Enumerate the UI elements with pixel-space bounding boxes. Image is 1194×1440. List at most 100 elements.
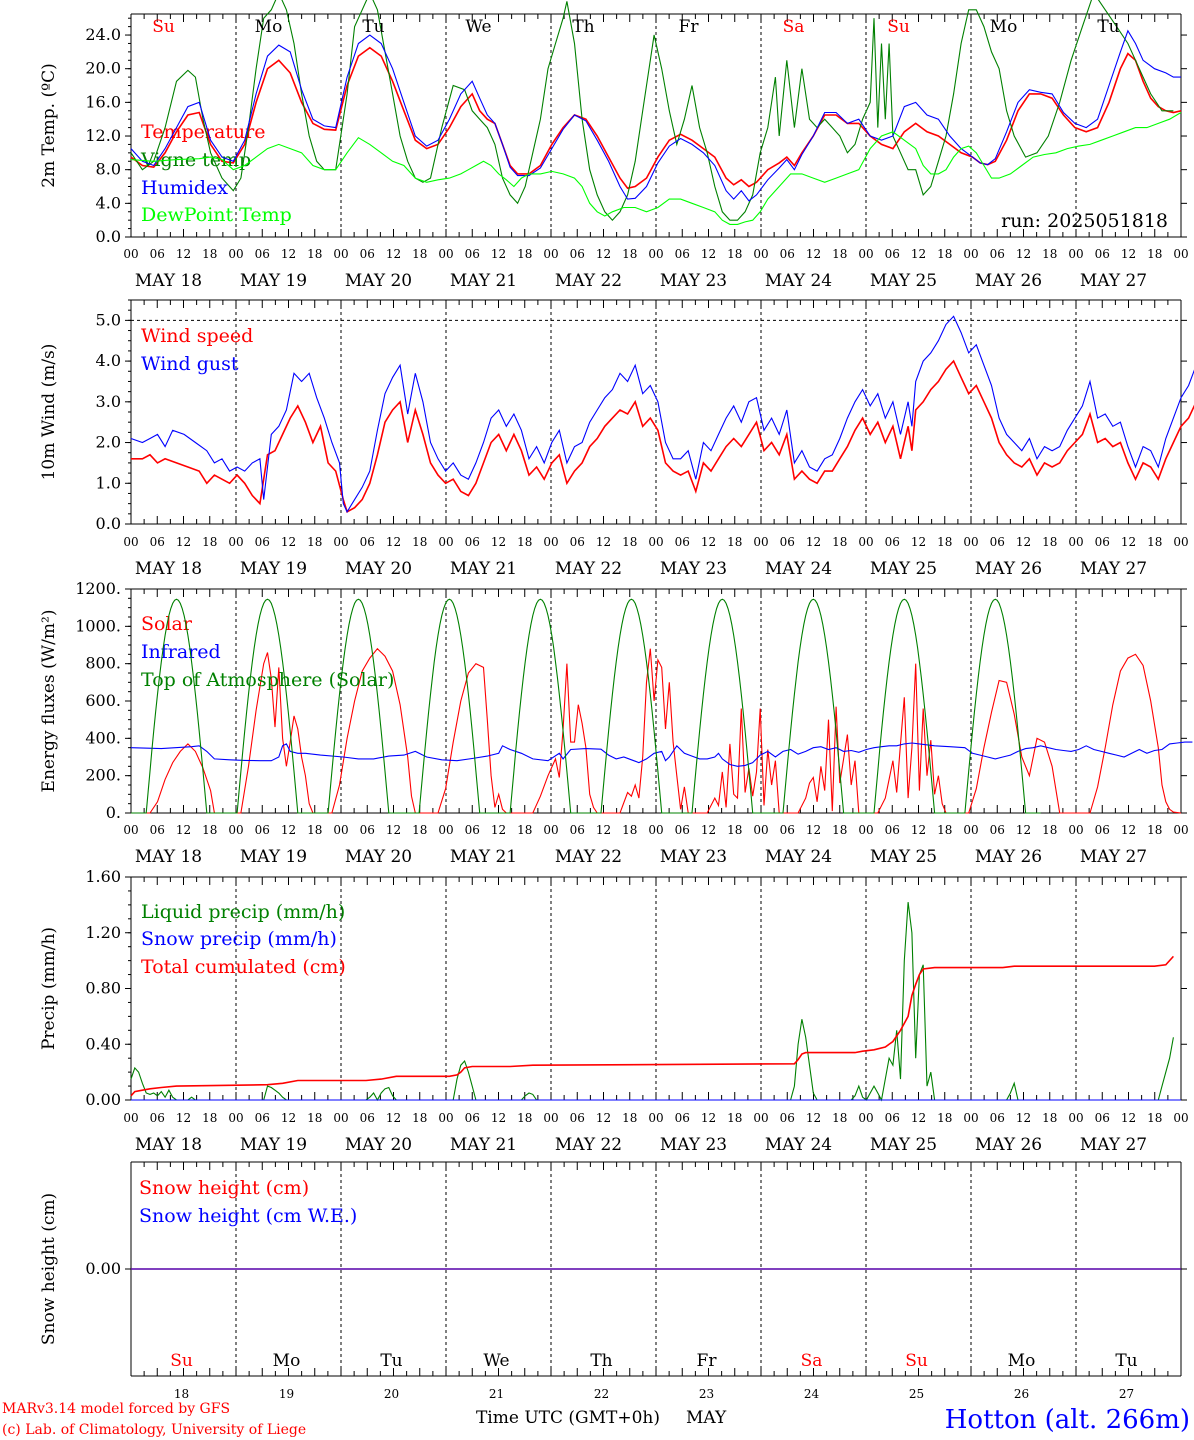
hour-label: 00 [438, 823, 453, 837]
hour-label: 12 [386, 247, 401, 261]
hour-label: 06 [570, 1111, 585, 1125]
hour-label: 12 [911, 247, 926, 261]
y-tick-label: 400. [85, 728, 121, 747]
hour-label: 00 [228, 535, 243, 549]
weekday-label: Sa [783, 17, 805, 37]
day-label: MAY 27 [1080, 847, 1147, 867]
legend-entry: Infrared [141, 641, 221, 663]
day-label: MAY 25 [870, 559, 937, 579]
day-label: MAY 24 [765, 271, 832, 291]
run-label: run: 2025051818 [1001, 210, 1168, 232]
y-tick-label: 0.0 [96, 514, 121, 533]
hour-label: 06 [255, 1111, 270, 1125]
hour-label: 00 [123, 247, 138, 261]
hour-label: 18 [832, 535, 847, 549]
hour-label: 06 [570, 535, 585, 549]
y-tick-label: 4.0 [96, 193, 121, 212]
day-label: MAY 20 [345, 271, 412, 291]
hour-label: 06 [255, 247, 270, 261]
hour-label: 12 [806, 535, 821, 549]
legend-entry: Snow height (cm W.E.) [139, 1205, 357, 1227]
day-number: 20 [384, 1387, 399, 1401]
y-axis-title: Energy fluxes (W/m²) [39, 610, 59, 793]
series-infrared [130, 741, 1193, 767]
hour-label: 12 [1121, 823, 1136, 837]
hour-label: 06 [360, 247, 375, 261]
hour-label: 00 [648, 535, 663, 549]
hour-label: 18 [937, 247, 952, 261]
hour-label: 18 [517, 247, 532, 261]
hour-label: 18 [937, 823, 952, 837]
hour-label: 18 [937, 535, 952, 549]
hour-label: 06 [780, 823, 795, 837]
y-tick-label: 1000. [75, 616, 121, 635]
hour-label: 12 [596, 535, 611, 549]
hour-label: 06 [1095, 535, 1110, 549]
hour-label: 12 [1016, 823, 1031, 837]
day-number: 24 [804, 1387, 820, 1401]
hour-label: 06 [675, 535, 690, 549]
weekday-label: Mo [990, 17, 1018, 37]
hour-label: 00 [123, 1111, 138, 1125]
day-label: MAY 20 [345, 1135, 412, 1155]
hour-label: 18 [202, 247, 217, 261]
weekday-label: Su [152, 17, 175, 37]
hour-label: 00 [333, 823, 348, 837]
hour-label: 18 [832, 1111, 847, 1125]
day-label: MAY 23 [660, 1135, 727, 1155]
y-tick-label: 12.0 [85, 126, 121, 145]
hour-label: 06 [150, 1111, 165, 1125]
hour-label: 18 [202, 823, 217, 837]
hour-label: 18 [202, 1111, 217, 1125]
hour-label: 06 [465, 535, 480, 549]
footer: MARv3.14 model forced by GFS (c) Lab. of … [2, 1401, 1190, 1438]
hour-label: 06 [990, 535, 1005, 549]
panel-4: 0.00 0.40 0.80 1.20 1.60 Precip (mm/h) Liquid … [39, 867, 1189, 1155]
weekday-label: Tu [380, 1351, 402, 1371]
hour-label: 06 [1095, 823, 1110, 837]
hour-label: 12 [596, 823, 611, 837]
hour-label: 00 [963, 247, 978, 261]
hour-label: 00 [1068, 247, 1083, 261]
series-vigne-temp [130, 0, 1174, 222]
weekday-label: Mo [255, 17, 283, 37]
weekday-label: Su [887, 17, 910, 37]
day-label: MAY 24 [765, 559, 832, 579]
day-label: MAY 26 [975, 271, 1042, 291]
hour-label: 00 [543, 535, 558, 549]
day-label: MAY 22 [555, 847, 622, 867]
hour-label: 00 [228, 823, 243, 837]
hour-label: 12 [1016, 535, 1031, 549]
hour-label: 18 [202, 535, 217, 549]
hour-label: 06 [465, 247, 480, 261]
hour-label: 06 [990, 247, 1005, 261]
day-label: MAY 27 [1080, 559, 1147, 579]
panel-3: 0. 200. 400. 600. 800. 1000. 1200. Energy fluxe… [39, 579, 1193, 867]
weekday-label: Th [572, 17, 594, 37]
y-tick-label: 1.20 [85, 923, 121, 942]
hour-label: 18 [1147, 535, 1162, 549]
weekday-label: Tu [1115, 1351, 1137, 1371]
hour-label: 06 [255, 823, 270, 837]
hour-label: 00 [753, 535, 768, 549]
hour-label: 18 [1042, 823, 1057, 837]
day-label: MAY 23 [660, 559, 727, 579]
y-tick-label: 8.0 [96, 160, 121, 179]
day-label: MAY 23 [660, 847, 727, 867]
hour-label: 12 [386, 535, 401, 549]
hour-label: 00 [123, 535, 138, 549]
hour-label: 18 [1147, 823, 1162, 837]
hour-label: 06 [885, 247, 900, 261]
series-liquid-precip-mm-h- [130, 902, 1174, 1102]
hour-label: 06 [570, 247, 585, 261]
weekday-label: Sa [801, 1351, 823, 1371]
series-top-of-atmosphere-solar- [131, 598, 1041, 814]
day-label: MAY 22 [555, 1135, 622, 1155]
day-label: MAY 21 [450, 271, 517, 291]
y-tick-label: 0.00 [85, 1090, 121, 1109]
day-number: 25 [909, 1387, 924, 1401]
y-tick-label: 1200. [75, 579, 121, 598]
hour-label: 18 [517, 823, 532, 837]
panel-5: 0.00 Snow height (cm) Snow height (cm) Snow… [39, 1161, 1187, 1401]
